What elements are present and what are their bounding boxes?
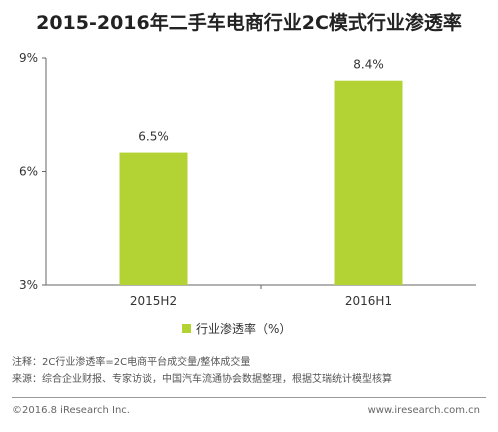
bar (334, 80, 403, 285)
legend-swatch (182, 324, 191, 333)
bar-value-label: 8.4% (353, 58, 384, 72)
bar-value-label: 6.5% (138, 130, 169, 144)
notes: 注释：2C行业渗透率=2C电商平台成交量/整体成交量 来源：综合企业财报、专家访… (12, 354, 392, 388)
y-tick-label: 6% (19, 165, 38, 179)
copyright-text: ©2016.8 iResearch Inc. (12, 405, 130, 416)
source-text: 来源：综合企业财报、专家访谈，中国汽车流通协会数据整理，根据艾瑞统计模型核算 (12, 374, 392, 385)
chart-title: 2015-2016年二手车电商行业2C模式行业渗透率 (36, 12, 462, 34)
note-text: 注释：2C行业渗透率=2C电商平台成交量/整体成交量 (12, 357, 251, 368)
website-link[interactable]: www.iresearch.com.cn (367, 405, 480, 416)
legend-label: 行业渗透率（%） (196, 322, 292, 336)
y-tick-label: 9% (19, 51, 38, 65)
y-tick-label: 3% (19, 278, 38, 292)
x-tick-label: 2015H2 (130, 294, 177, 308)
footer-divider (12, 397, 486, 398)
bar (119, 152, 188, 285)
legend: 行业渗透率（%） (182, 320, 291, 337)
x-tick-label: 2016H1 (345, 294, 392, 308)
bar-chart: 3% 6% 9% 6.5% 2015H2 8.4% 2016H1 (19, 51, 476, 308)
